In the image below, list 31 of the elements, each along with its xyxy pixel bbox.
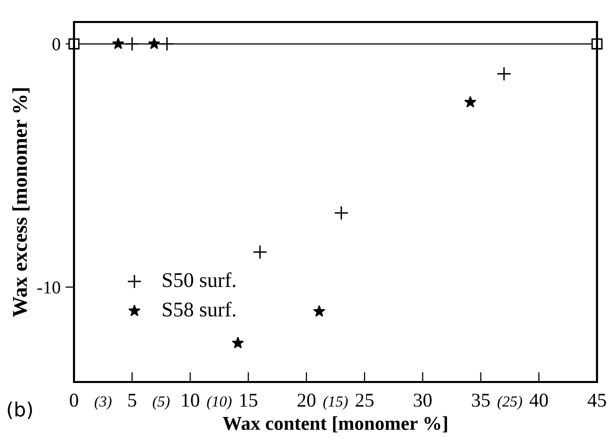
point bbox=[464, 96, 476, 108]
legend-label: S50 surf. bbox=[162, 272, 236, 288]
legend-label: S58 surf. bbox=[162, 302, 236, 317]
point bbox=[496, 66, 512, 82]
x-tick-label: 25 bbox=[356, 394, 374, 407]
point bbox=[124, 36, 140, 52]
point bbox=[160, 36, 174, 52]
text: (10) bbox=[207, 396, 232, 410]
point bbox=[252, 244, 268, 260]
point bbox=[232, 337, 244, 348]
x-tick-label: 15 bbox=[240, 394, 258, 407]
point bbox=[313, 305, 326, 317]
x-axis-title: Wax content [monomer %] bbox=[222, 416, 448, 432]
x-tick-label: 5 bbox=[128, 394, 136, 407]
x-tick-label: 40 bbox=[530, 394, 548, 407]
x-tick-label: 45 bbox=[588, 394, 606, 407]
text: (3) bbox=[94, 396, 112, 410]
x-tick-label: 10 bbox=[182, 394, 200, 407]
x-tick-label: 20 bbox=[298, 394, 316, 407]
y-tick-label: -10 bbox=[37, 281, 60, 294]
x-tick-label: 0 bbox=[70, 394, 78, 407]
point bbox=[112, 38, 124, 49]
y-axis-title: Wax excess [monomer %] bbox=[12, 88, 30, 317]
x-tick-label: 35 bbox=[472, 394, 490, 407]
text: (b) bbox=[8, 402, 32, 419]
text: (5) bbox=[152, 396, 170, 410]
text: (15) bbox=[323, 396, 348, 410]
point bbox=[148, 38, 160, 49]
x-tick-label: 30 bbox=[414, 394, 432, 407]
point bbox=[334, 206, 349, 220]
text: (25) bbox=[498, 396, 522, 410]
